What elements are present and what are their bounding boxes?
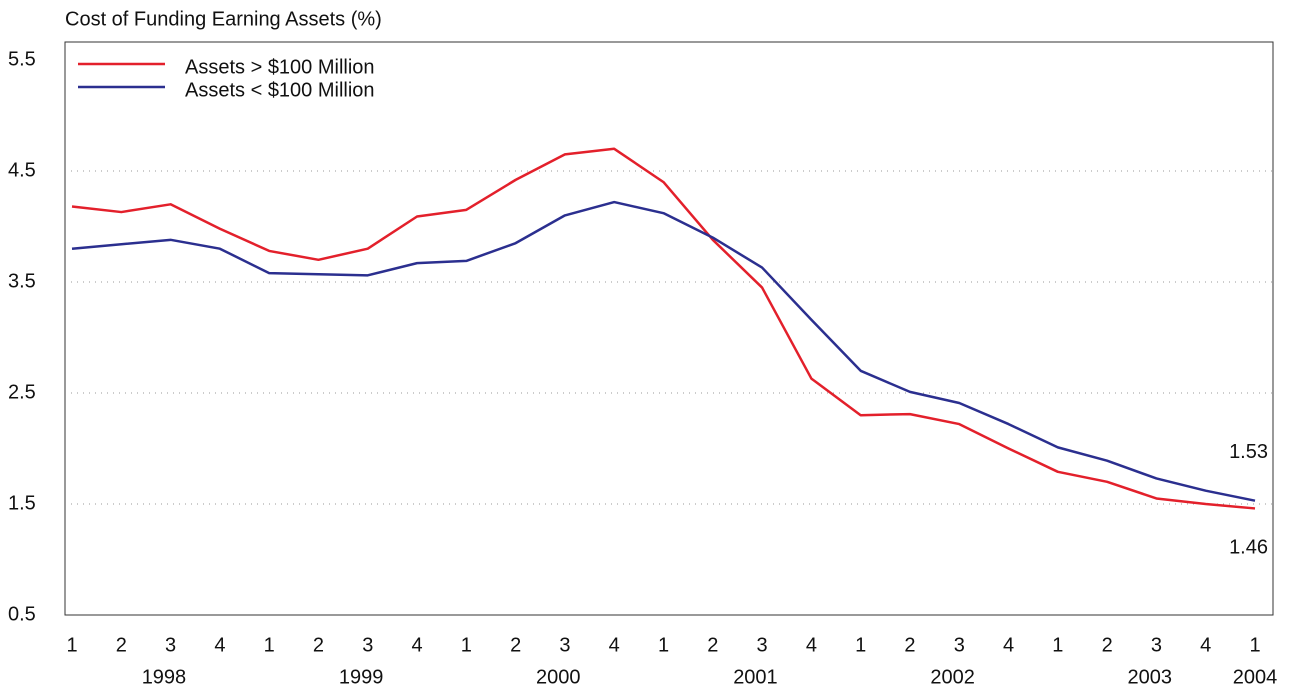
y-tick-label: 5.5 xyxy=(8,48,36,70)
x-tick-label: 4 xyxy=(806,634,817,656)
x-tick-label: 2 xyxy=(1102,634,1113,656)
x-tick-label: 1 xyxy=(1052,634,1063,656)
x-tick-label: 4 xyxy=(1003,634,1014,656)
x-tick-label: 2 xyxy=(510,634,521,656)
x-tick-label: 1 xyxy=(66,634,77,656)
end-value-label: 1.46 xyxy=(1229,537,1268,559)
year-label: 1999 xyxy=(339,666,384,688)
series-line xyxy=(71,200,1256,502)
x-tick-label: 3 xyxy=(954,634,965,656)
year-label: 2002 xyxy=(930,666,975,688)
x-tick-label: 2 xyxy=(707,634,718,656)
x-tick-label: 1 xyxy=(1249,634,1260,656)
x-tick-label: 2 xyxy=(116,634,127,656)
x-tick-label: 4 xyxy=(214,634,225,656)
y-tick-label: 3.5 xyxy=(8,270,36,292)
legend-label: Assets > $100 Million xyxy=(185,56,375,78)
x-tick-label: 3 xyxy=(559,634,570,656)
legend-label: Assets < $100 Million xyxy=(185,79,375,101)
x-tick-label: 1 xyxy=(855,634,866,656)
year-label: 2003 xyxy=(1128,666,1173,688)
end-value-label: 1.53 xyxy=(1229,441,1268,463)
y-tick-label: 1.5 xyxy=(8,492,36,514)
year-label: 2001 xyxy=(733,666,778,688)
chart-title: Cost of Funding Earning Assets (%) xyxy=(65,8,382,30)
x-tick-label: 2 xyxy=(904,634,915,656)
x-tick-label: 3 xyxy=(165,634,176,656)
y-tick-label: 4.5 xyxy=(8,159,36,181)
x-tick-label: 4 xyxy=(411,634,422,656)
y-tick-label: 2.5 xyxy=(8,381,36,403)
series-line xyxy=(71,147,1256,510)
x-tick-label: 4 xyxy=(609,634,620,656)
year-label: 2004 xyxy=(1233,666,1278,688)
x-tick-label: 1 xyxy=(658,634,669,656)
x-tick-label: 3 xyxy=(1151,634,1162,656)
x-tick-label: 4 xyxy=(1200,634,1211,656)
plot-frame xyxy=(64,41,1274,616)
x-tick-label: 1 xyxy=(264,634,275,656)
x-tick-label: 3 xyxy=(757,634,768,656)
x-tick-label: 2 xyxy=(313,634,324,656)
year-label: 2000 xyxy=(536,666,581,688)
x-tick-label: 1 xyxy=(461,634,472,656)
y-tick-label: 0.5 xyxy=(8,603,36,625)
year-label: 1998 xyxy=(142,666,187,688)
x-tick-label: 3 xyxy=(362,634,373,656)
